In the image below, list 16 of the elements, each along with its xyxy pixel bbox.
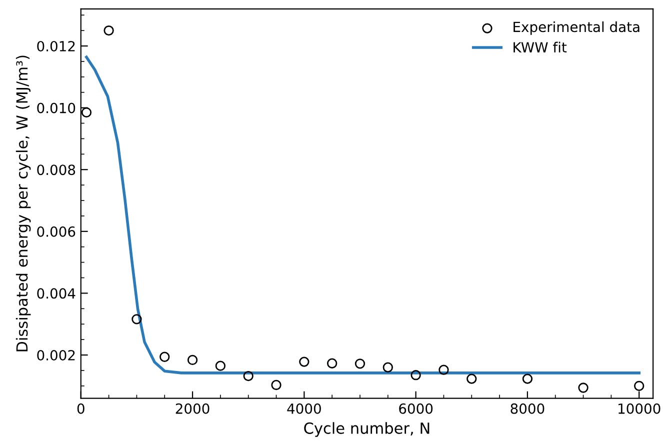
y-axis-title: Dissipated energy per cycle, W (MJ/m³) [16,56,31,352]
legend-label: KWW fit [514,42,567,52]
x-tick-label: 4000 [287,403,321,414]
x-axis-title: Cycle number, N [304,422,430,437]
y-tick-label: 0.012 [37,40,75,52]
y-tick-label: 0.010 [37,102,76,114]
x-tick-label: 8000 [510,403,544,414]
y-tick-label: 0.002 [37,350,75,360]
y-tick-label: 0.004 [37,288,76,299]
x-tick-label: 0 [77,403,84,414]
x-tick-label: 2000 [176,403,210,414]
y-tick-label: 0.006 [37,226,76,237]
x-tick-label: 6000 [399,403,433,414]
legend-label: Experimental data [514,21,640,35]
x-tick-label: 10000 [618,403,660,414]
y-tick-label: 0.008 [37,164,76,176]
